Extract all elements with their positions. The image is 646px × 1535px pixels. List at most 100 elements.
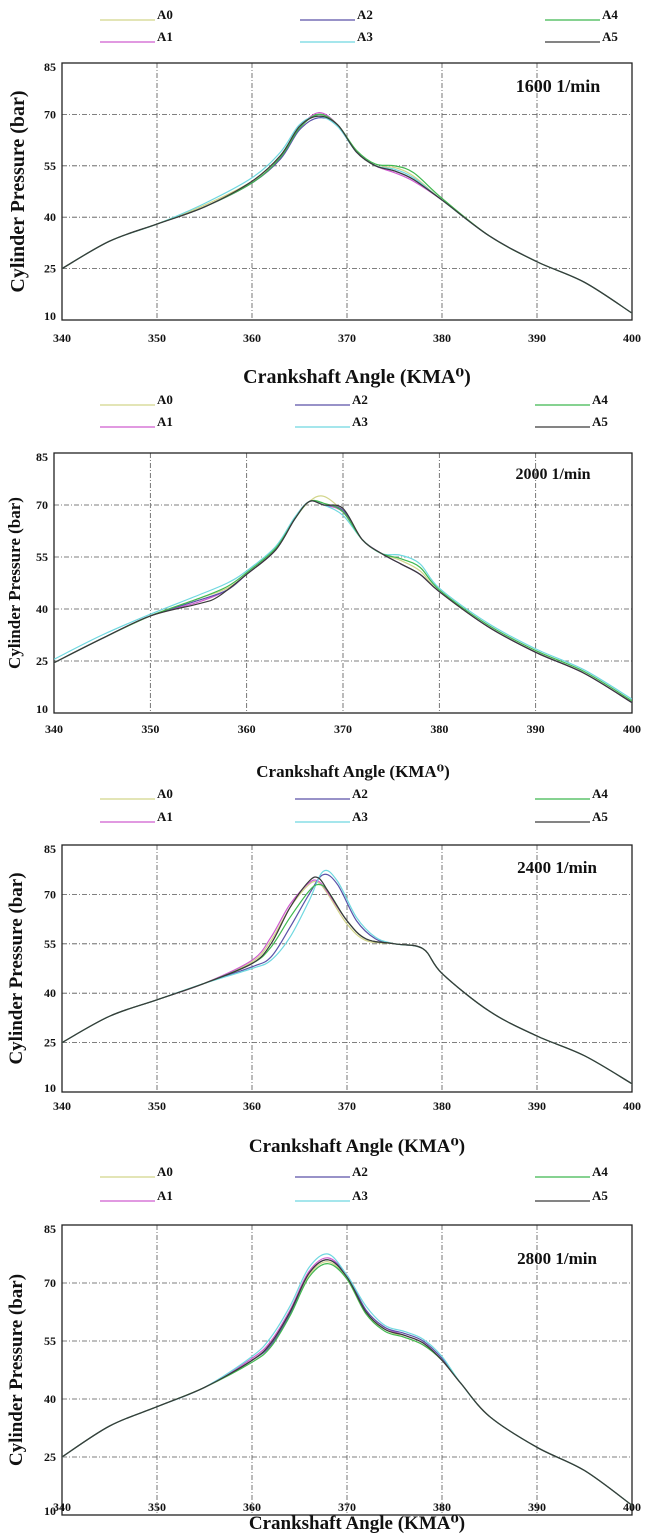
y-tick-label: 85: [44, 60, 56, 74]
x-tick-label: 390: [528, 1500, 546, 1514]
legend-label: A2: [352, 392, 368, 407]
y-tick-label: 25: [36, 654, 48, 668]
legend-entry-a3: A3: [295, 809, 368, 824]
x-tick-label: 400: [623, 722, 641, 736]
chart-panel-1600: 340 350 360 370 380 390 400 10 25 40 55 70 85 Cranksh…: [0, 0, 646, 390]
x-tick-label: 340: [53, 331, 71, 345]
series-line-a5: [54, 500, 632, 704]
legend-entry-a0: A0: [100, 7, 173, 22]
legend-label: A2: [352, 786, 368, 801]
legend-label: A5: [602, 29, 618, 44]
legend-entry-a5: A5: [535, 809, 608, 824]
legend-entry-a2: A2: [300, 7, 373, 22]
y-tick-label: 85: [44, 1222, 56, 1236]
y-tick-label: 85: [44, 842, 56, 856]
legend-entry-a0: A0: [100, 786, 173, 801]
legend-entry-a0: A0: [100, 1164, 173, 1179]
x-tick-label: 380: [430, 722, 448, 736]
y-tick-label: 55: [44, 159, 56, 173]
y-tick-label: 40: [36, 602, 48, 616]
speed-annotation: 1600 1/min: [516, 76, 601, 96]
y-tick-label: 10: [36, 702, 48, 716]
y-tick-label: 10: [44, 1504, 56, 1518]
speed-annotation: 2400 1/min: [517, 858, 597, 877]
x-tick-label: 360: [243, 1099, 261, 1113]
legend-label: A0: [157, 786, 173, 801]
legend-entry-a1: A1: [100, 414, 173, 429]
plot-frame: [61, 1224, 633, 1516]
legend-entry-a3: A3: [300, 29, 373, 44]
y-tick-label: 70: [44, 1276, 56, 1290]
legend-label: A1: [157, 29, 173, 44]
x-axis-title: Crankshaft Angle (KMA⁰): [256, 762, 450, 781]
y-tick-label: 55: [44, 937, 56, 951]
y-tick-label: 55: [36, 550, 48, 564]
x-axis-title: Crankshaft Angle (KMA⁰): [243, 366, 471, 388]
pressure-chart-1: 340 350 360 370 380 390 400 10 25 40 55 70 85 Cranksh…: [5, 392, 641, 781]
x-tick-label: 370: [338, 331, 356, 345]
legend-label: A3: [352, 414, 368, 429]
chart-panel-2800: 340 350 360 370 380 390 400 10 25 40 55 70 85 Cranksh…: [0, 1164, 646, 1535]
y-axis-title: Cylinder Pressure (bar): [6, 1274, 27, 1466]
series-line-a5: [62, 876, 632, 1085]
x-tick-label: 350: [148, 1099, 166, 1113]
series-line-a4: [54, 499, 632, 702]
legend-entry-a2: A2: [295, 786, 368, 801]
chart-panel-2400: 340 350 360 370 380 390 400 10 25 40 55 70 85 Cranksh…: [0, 786, 646, 1164]
legend-entry-a5: A5: [535, 414, 608, 429]
y-tick-label: 70: [44, 887, 56, 901]
y-axis-title: Cylinder Pressure (bar): [6, 872, 27, 1064]
legend-entry-a4: A4: [535, 392, 608, 407]
x-tick-label: 340: [53, 1099, 71, 1113]
legend-label: A2: [352, 1164, 368, 1179]
y-tick-label: 40: [44, 1392, 56, 1406]
speed-annotation: 2000 1/min: [515, 466, 590, 483]
legend-entry-a2: A2: [295, 392, 368, 407]
x-tick-label: 390: [528, 331, 546, 345]
x-tick-label: 340: [45, 722, 63, 736]
x-tick-label: 390: [528, 1099, 546, 1113]
x-tick-label: 380: [433, 1500, 451, 1514]
plot-frame: [61, 62, 633, 321]
legend-label: A1: [157, 414, 173, 429]
series-line-a3: [54, 500, 632, 700]
x-tick-label: 360: [238, 722, 256, 736]
x-tick-label: 370: [338, 1099, 356, 1113]
plot-frame: [61, 844, 633, 1093]
series-line-a5: [62, 1259, 632, 1506]
legend-entry-a3: A3: [295, 1188, 368, 1203]
y-tick-label: 40: [44, 986, 56, 1000]
legend-label: A0: [157, 392, 173, 407]
x-tick-label: 390: [527, 722, 545, 736]
legend-entry-a3: A3: [295, 414, 368, 429]
legend-label: A4: [602, 7, 618, 22]
y-tick-label: 25: [44, 1450, 56, 1464]
legend-label: A4: [592, 392, 608, 407]
speed-annotation: 2800 1/min: [517, 1249, 597, 1268]
x-tick-label: 350: [148, 331, 166, 345]
legend-entry-a1: A1: [100, 809, 173, 824]
y-tick-label: 10: [44, 1081, 56, 1095]
legend-entry-a5: A5: [535, 1188, 608, 1203]
legend-label: A5: [592, 1188, 608, 1203]
x-tick-label: 400: [623, 331, 641, 345]
legend-entry-a0: A0: [100, 392, 173, 407]
x-tick-label: 370: [338, 1500, 356, 1514]
x-axis-title: Crankshaft Angle (KMA⁰): [249, 1136, 465, 1157]
legend-entry-a4: A4: [535, 786, 608, 801]
legend-label: A1: [157, 1188, 173, 1203]
x-tick-label: 360: [243, 1500, 261, 1514]
legend-label: A4: [592, 786, 608, 801]
legend-entry-a1: A1: [100, 29, 173, 44]
x-tick-label: 400: [623, 1099, 641, 1113]
legend-label: A0: [157, 7, 173, 22]
legend-label: A2: [357, 7, 373, 22]
y-axis-title: Cylinder Pressure (bar): [7, 90, 29, 292]
x-tick-label: 370: [334, 722, 352, 736]
y-axis-title: Cylinder Pressure (bar): [5, 497, 24, 669]
y-tick-label: 25: [44, 262, 56, 276]
x-tick-label: 340: [53, 1500, 71, 1514]
y-tick-label: 25: [44, 1036, 56, 1050]
legend-label: A4: [592, 1164, 608, 1179]
y-tick-label: 55: [44, 1334, 56, 1348]
